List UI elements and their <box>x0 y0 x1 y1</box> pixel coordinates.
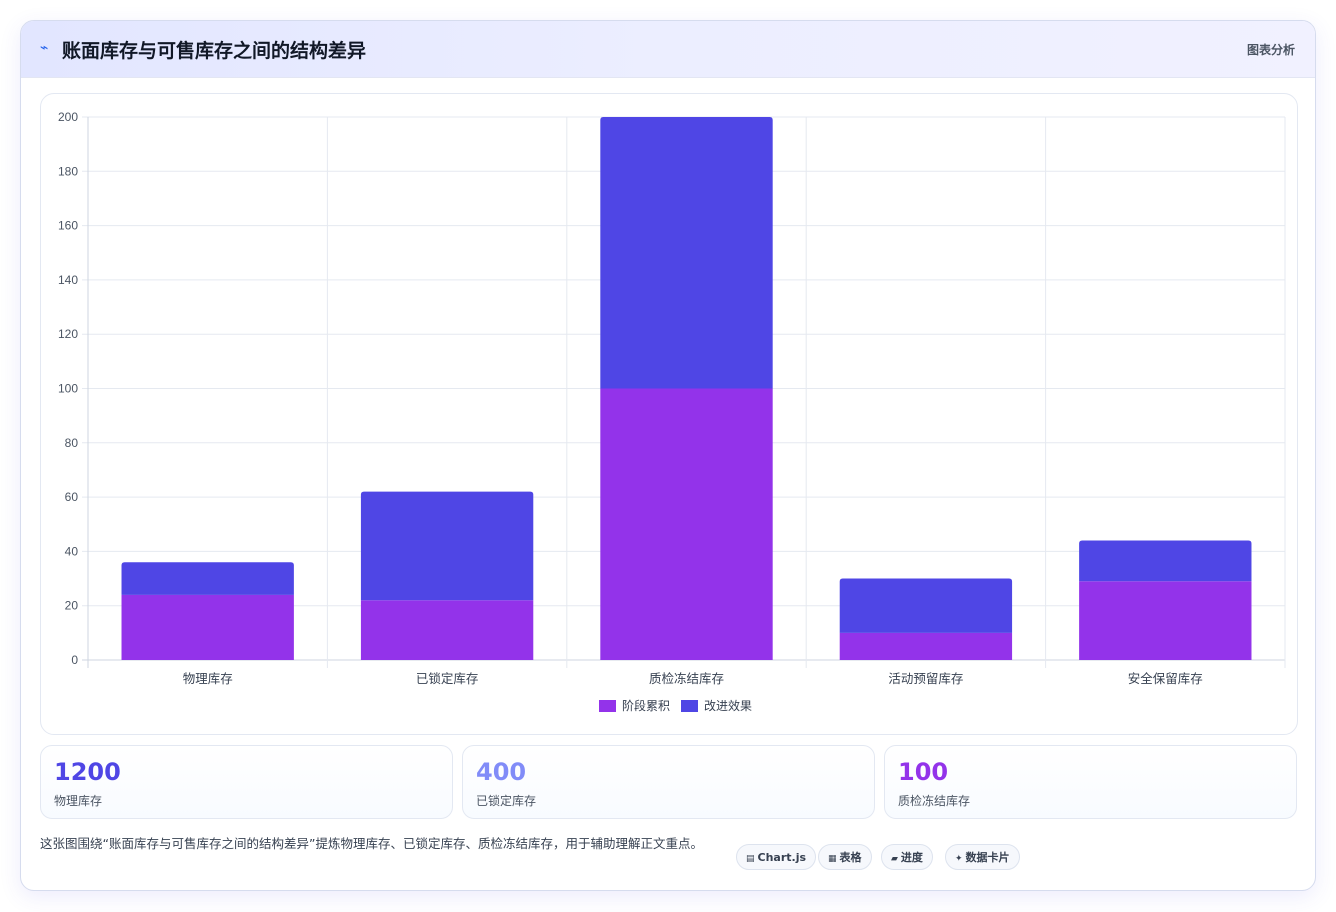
chip-progress[interactable]: ▰ 进度 <box>881 844 933 870</box>
y-tick-label: 180 <box>58 164 78 178</box>
chip-label: 数据卡片 <box>965 851 1010 864</box>
chip-label: Chart.js <box>757 851 807 864</box>
bar-segment <box>121 594 294 660</box>
x-tick-label: 质检冻结库存 <box>649 671 724 686</box>
chip-data-card[interactable]: ✦ 数据卡片 <box>945 844 1020 870</box>
sparkle-icon: ✦ <box>955 854 963 864</box>
y-tick-label: 200 <box>58 110 78 124</box>
stat-value: 100 <box>898 758 949 786</box>
legend-label: 改进效果 <box>704 698 752 713</box>
bar-segment <box>121 562 294 595</box>
chart-analysis-button[interactable]: 图表分析 <box>1246 43 1295 57</box>
bar-segment <box>600 388 773 660</box>
chip-label: 进度 <box>900 851 923 864</box>
card-title: 账面库存与可售库存之间的结构差异 <box>62 40 367 62</box>
chip-chartjs[interactable]: ▤ Chart.js <box>736 844 817 870</box>
x-tick-label: 物理库存 <box>183 671 233 686</box>
chart-line-icon: ⌁ <box>40 40 49 56</box>
bar-segment <box>360 491 534 601</box>
card-header: ⌁ 账面库存与可售库存之间的结构差异 图表分析 <box>21 21 1315 78</box>
stat-value: 400 <box>476 758 527 786</box>
stat-value: 1200 <box>54 758 121 786</box>
legend-swatch <box>681 700 698 712</box>
bar-segment <box>839 632 1013 660</box>
stat-card-physical: 1200 物理库存 <box>40 745 453 819</box>
x-tick-label: 安全保留库存 <box>1128 671 1203 686</box>
stat-label: 物理库存 <box>54 794 103 808</box>
stat-label: 质检冻结库存 <box>898 794 971 808</box>
progress-icon: ▰ <box>891 854 898 864</box>
chart-panel: 0 20 40 60 80 100 120 140 160 180 200 物理库存 已锁定库存 质检冻结… <box>40 93 1298 735</box>
chart-description: 这张图围绕“账面库存与可售库存之间的结构差异”提炼物理库存、已锁定库存、质检冻结… <box>40 836 703 851</box>
y-tick-label: 20 <box>65 599 79 613</box>
legend-swatch <box>599 700 616 712</box>
y-tick-label: 80 <box>65 436 79 450</box>
legend-label: 阶段累积 <box>622 698 670 713</box>
table-icon: ▦ <box>828 854 837 864</box>
bar-segment <box>1079 581 1252 660</box>
stat-card-frozen: 100 质检冻结库存 <box>884 745 1297 819</box>
x-tick-label: 活动预留库存 <box>888 671 963 686</box>
y-tick-label: 120 <box>58 327 78 341</box>
stacked-bar-chart: 0 20 40 60 80 100 120 140 160 180 200 物理库存 已锁定库存 质检冻结… <box>58 110 1286 713</box>
y-tick-label: 100 <box>58 382 78 396</box>
stat-card-locked: 400 已锁定库存 <box>462 745 875 819</box>
y-tick-label: 40 <box>65 544 79 558</box>
bar-segment <box>360 600 534 660</box>
chip-label: 表格 <box>839 851 862 864</box>
chart-icon: ▤ <box>746 854 755 864</box>
y-tick-label: 60 <box>65 490 79 504</box>
y-tick-label: 0 <box>71 653 78 667</box>
y-tick-label: 140 <box>58 273 78 287</box>
y-tick-label: 160 <box>58 219 78 233</box>
x-tick-label: 已锁定库存 <box>416 671 479 686</box>
chip-table[interactable]: ▦ 表格 <box>818 844 872 870</box>
chart-card: ⌁ 账面库存与可售库存之间的结构差异 图表分析 0 20 40 60 80 100 120 1… <box>20 20 1316 891</box>
bar-segment <box>1079 540 1252 582</box>
bar-segment <box>600 117 773 389</box>
stat-label: 已锁定库存 <box>476 794 537 808</box>
bar-segment <box>839 578 1013 633</box>
